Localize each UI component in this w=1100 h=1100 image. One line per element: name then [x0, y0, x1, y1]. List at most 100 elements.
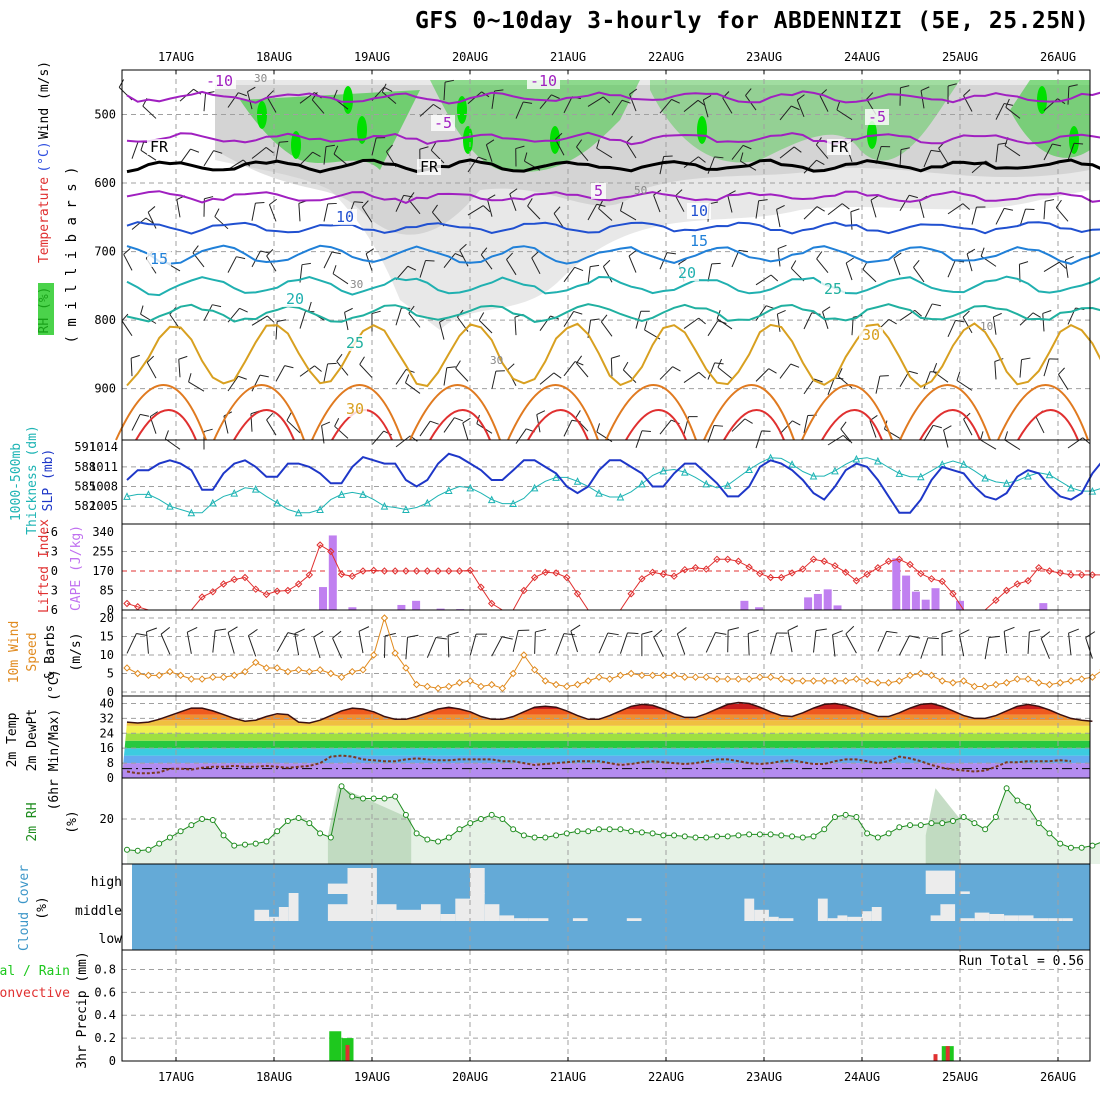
upper-wind-barb	[930, 149, 940, 153]
upper-wind-barb	[433, 103, 442, 110]
upper-wind-barb	[841, 203, 850, 210]
temp-band	[122, 755, 1090, 764]
rh2m-point	[306, 820, 313, 827]
upper-wind-barb	[551, 94, 560, 99]
upper-wind-barb	[1035, 416, 1045, 434]
lifted-index-point	[906, 560, 914, 569]
x-tick-label-top: 19AUG	[354, 50, 390, 64]
cloud-level-label: middle	[75, 904, 122, 919]
y-tick-label-slp: 1005	[89, 499, 118, 513]
upper-wind-barb	[325, 144, 335, 148]
wind-barb	[676, 633, 686, 655]
upper-wind-barb	[443, 253, 456, 268]
wind-speed-point	[949, 679, 957, 687]
upper-wind-barb	[727, 194, 733, 213]
upper-wind-barb	[678, 258, 687, 265]
contour-label-bg	[203, 73, 236, 89]
rh2m-point	[317, 830, 324, 837]
upper-wind-barb	[314, 365, 322, 372]
lifted-index-point	[488, 599, 496, 608]
thickness-point	[981, 473, 989, 482]
upper-wind-barb	[539, 315, 551, 331]
upper-wind-barb	[610, 358, 613, 377]
wind-barb	[358, 626, 370, 632]
contour-label: FR	[420, 158, 439, 176]
upper-wind-barb	[683, 99, 699, 113]
upper-wind-barb	[790, 363, 800, 368]
rh2m-point	[435, 838, 442, 845]
upper-wind-barb	[635, 430, 643, 448]
rh2m-point	[284, 818, 291, 825]
upper-wind-barb	[576, 146, 589, 162]
wind-speed-point	[852, 675, 861, 683]
rh2m-point	[660, 832, 667, 839]
y-axis-label-barbs: & Barbs	[43, 625, 58, 680]
upper-wind-barb	[118, 79, 125, 88]
wind-barb	[287, 632, 299, 636]
wind-barb	[186, 632, 192, 654]
upper-wind-barb	[796, 99, 805, 117]
x-tick-label-top: 22AUG	[648, 50, 684, 64]
upper-wind-barb	[980, 247, 985, 257]
lifted-index-point	[734, 557, 743, 565]
upper-wind-barb	[671, 98, 680, 104]
y-tick-label-precip: 0.8	[94, 962, 116, 976]
wind-barb	[294, 633, 300, 656]
isotherm-35-line	[703, 384, 795, 441]
upper-wind-barb	[792, 420, 801, 426]
upper-wind-barb	[480, 247, 488, 256]
wind-speed-point	[809, 677, 818, 685]
upper-wind-barb	[803, 378, 815, 395]
upper-wind-barb	[908, 370, 918, 375]
rh-legend-swatch	[38, 283, 54, 335]
upper-wind-barb	[791, 105, 800, 111]
upper-wind-barb	[697, 99, 706, 107]
wind-barb	[160, 633, 171, 655]
rh2m-patch	[925, 788, 960, 864]
rh2m-point	[628, 828, 635, 835]
wind-barb	[534, 631, 536, 654]
wind-speed-point	[874, 679, 882, 687]
upper-wind-barb	[598, 200, 604, 209]
cape-bar	[911, 591, 920, 610]
wind-speed-point	[659, 671, 668, 680]
rh2m-point	[1003, 785, 1010, 792]
upper-wind-barb	[714, 156, 724, 159]
rh2m-point	[241, 841, 248, 848]
wind-barb	[728, 627, 739, 631]
upper-wind-barb	[344, 312, 349, 331]
wind-barb	[247, 635, 257, 657]
thickness-point	[702, 479, 711, 488]
upper-wind-barb	[777, 244, 787, 250]
upper-wind-barb	[914, 309, 923, 317]
wind-speed-point	[1056, 679, 1064, 687]
rh2m-point	[960, 813, 967, 820]
upper-wind-barb	[259, 374, 269, 378]
x-tick-label-bottom: 20AUG	[452, 1070, 488, 1084]
lifted-index-point	[648, 568, 657, 577]
y-axis-label-precip: 3hr Precip (mm)	[75, 951, 90, 1068]
upper-wind-barb	[596, 147, 613, 159]
lifted-index-point	[1077, 571, 1086, 579]
wind-speed-point	[134, 669, 142, 678]
upper-wind-barb	[731, 418, 746, 432]
rh2m-point	[231, 842, 238, 849]
precip-conv-bar	[345, 1044, 350, 1061]
upper-wind-barb	[923, 303, 933, 321]
wind-barb	[384, 632, 396, 637]
isotherm-35-line	[801, 384, 893, 441]
lifted-index-point	[670, 572, 678, 580]
wind-speed-point	[638, 671, 646, 680]
contour-label-bg	[827, 139, 851, 155]
upper-wind-barb	[1065, 255, 1074, 261]
rh2m-point	[681, 833, 688, 840]
lifted-index-point	[1045, 567, 1054, 575]
upper-wind-barb	[430, 142, 437, 151]
upper-wind-barb	[238, 92, 247, 97]
lifted-index-point	[1013, 580, 1022, 588]
panel-frame	[121, 439, 1091, 525]
slp-line	[126, 452, 1100, 514]
upper-wind-barb	[963, 89, 971, 96]
upper-wind-barb	[251, 374, 261, 392]
rh2m-point	[595, 826, 602, 833]
